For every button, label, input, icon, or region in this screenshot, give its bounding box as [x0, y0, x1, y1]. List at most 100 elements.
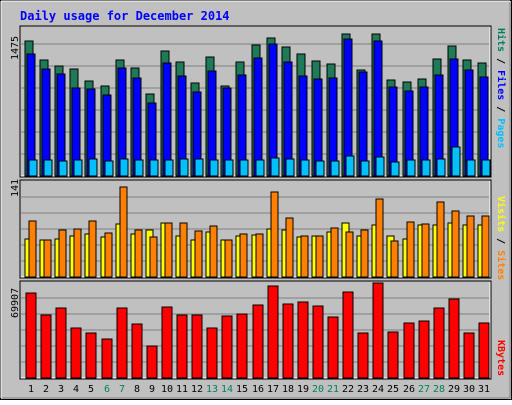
kbytes-bar	[478, 322, 490, 379]
pages-bar	[481, 159, 491, 177]
sites-bar	[209, 225, 218, 278]
sites-bar	[224, 239, 233, 278]
sites-bar	[73, 228, 82, 278]
sites-bar	[194, 230, 203, 278]
sites-bar	[270, 191, 279, 278]
files-bar	[373, 40, 383, 177]
day-label: 6	[104, 384, 110, 395]
day-label: 24	[372, 384, 384, 395]
kbytes-bar	[85, 332, 97, 379]
sites-bar	[466, 215, 475, 278]
bars	[24, 33, 491, 379]
day-label: 3	[58, 384, 64, 395]
kbytes-bar	[101, 338, 113, 379]
sites-bar	[88, 220, 97, 278]
pages-bar	[43, 159, 53, 177]
sites-bar	[104, 232, 113, 278]
pages-bar	[345, 155, 355, 177]
legend-part: /	[495, 232, 506, 250]
files-bar	[358, 71, 368, 177]
kbytes-bar	[403, 322, 415, 379]
files-bar	[268, 43, 278, 177]
legend-kbytes: KBytes	[495, 340, 506, 376]
day-label: 30	[463, 384, 475, 395]
pages-bar	[194, 158, 204, 177]
pages-bar	[58, 160, 68, 177]
legend-part: Visits	[495, 196, 507, 232]
day-label: 12	[191, 384, 203, 395]
day-label: 1	[28, 384, 34, 395]
sites-bar	[406, 221, 415, 278]
legend-part: Files	[495, 70, 507, 100]
day-label: 11	[176, 384, 188, 395]
day-label: 25	[387, 384, 399, 395]
sites-bar	[436, 201, 445, 278]
pages-bar	[255, 159, 265, 177]
pages-bar	[164, 159, 174, 177]
sites-bar	[360, 229, 369, 278]
legend-part: /	[495, 52, 506, 70]
day-label: 20	[312, 384, 324, 395]
pages-bar	[375, 156, 385, 177]
day-label: 21	[327, 384, 339, 395]
kbytes-bar	[191, 314, 203, 379]
sites-bar	[390, 240, 399, 278]
files-bar	[253, 57, 263, 177]
pages-bar	[119, 158, 129, 177]
pages-bar	[360, 160, 370, 177]
day-label: 26	[403, 384, 415, 395]
kbytes-bar	[342, 291, 354, 379]
day-label: 16	[252, 384, 264, 395]
kbytes-bar	[40, 314, 52, 379]
pages-bar	[104, 160, 114, 177]
pages-bar	[28, 159, 38, 177]
pages-bar	[179, 158, 189, 177]
pages-bar	[300, 159, 310, 177]
scale-label-visits: 141	[10, 179, 21, 197]
sites-bar	[43, 239, 52, 278]
day-label: 14	[221, 384, 233, 395]
kbytes-bar	[297, 301, 309, 379]
kbytes-bar	[327, 316, 339, 379]
day-label: 28	[433, 384, 445, 395]
kbytes-bar	[55, 307, 67, 379]
kbytes-bar	[463, 332, 475, 379]
kbytes-bar	[176, 314, 188, 379]
pages-bar	[451, 146, 461, 177]
kbytes-bar	[282, 303, 294, 379]
day-label: 23	[357, 384, 369, 395]
pages-bar	[436, 158, 446, 177]
kbytes-bar	[448, 298, 460, 379]
day-label: 31	[478, 384, 490, 395]
kbytes-bar	[221, 315, 233, 379]
kbytes-bar	[161, 306, 173, 379]
pages-bar	[270, 157, 280, 177]
kbytes-bar	[116, 307, 128, 379]
pages-bar	[406, 159, 416, 177]
sites-bar	[119, 186, 128, 278]
legend-part: KBytes	[495, 340, 506, 376]
legend-part: Sites	[495, 250, 507, 280]
kbytes-bar	[433, 307, 445, 379]
day-label: 5	[88, 384, 94, 395]
files-bar	[162, 62, 172, 177]
day-label: 29	[448, 384, 460, 395]
kbytes-bar	[70, 327, 82, 379]
kbytes-bar	[357, 332, 369, 379]
legend-hits-files-pages: Hits / Files / Pages	[495, 28, 507, 148]
sites-bar	[179, 222, 188, 278]
legend-part: Hits	[495, 28, 507, 52]
files-bar	[343, 38, 353, 177]
day-label: 27	[418, 384, 430, 395]
legend-labels: Hits / Files / Pages Visits / Sites KBytes	[495, 28, 507, 376]
sites-bar	[421, 223, 430, 278]
day-label: 4	[73, 384, 79, 395]
day-label: 15	[236, 384, 248, 395]
sites-bar	[345, 231, 354, 278]
sites-bar	[375, 198, 384, 278]
legend-part: /	[495, 100, 506, 118]
kbytes-bar	[252, 304, 264, 379]
pages-bar	[466, 159, 476, 177]
